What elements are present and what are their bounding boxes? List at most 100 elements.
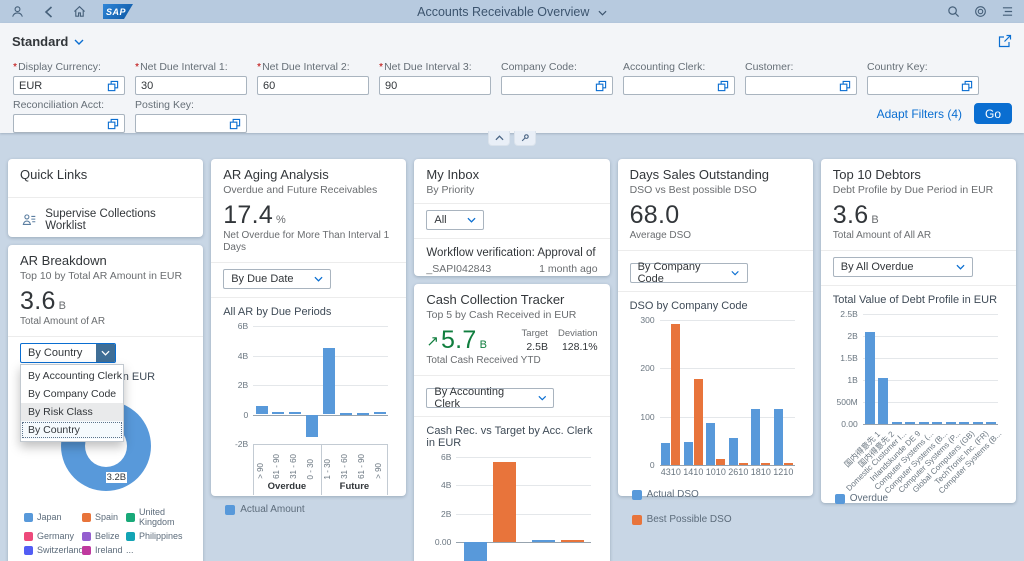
legend-item[interactable]: Best Possible DSO bbox=[632, 514, 732, 525]
inbox-item-age: 1 month ago bbox=[539, 263, 597, 275]
search-icon[interactable] bbox=[946, 5, 960, 19]
kpi-unit: B bbox=[480, 339, 487, 351]
bar[interactable] bbox=[932, 422, 942, 424]
bar[interactable] bbox=[946, 422, 956, 424]
bar[interactable] bbox=[878, 378, 888, 424]
filter-field-input[interactable]: 60 bbox=[257, 76, 369, 95]
bar[interactable] bbox=[774, 409, 783, 465]
view-by-value: By Country bbox=[28, 347, 82, 359]
legend-item[interactable]: Belize bbox=[82, 531, 126, 541]
legend-item[interactable]: Japan bbox=[24, 507, 82, 527]
y-tick-label: 4B bbox=[426, 480, 451, 490]
filter-field-input[interactable]: 90 bbox=[379, 76, 491, 95]
pin-filter-bar-button[interactable] bbox=[514, 131, 536, 146]
filter-field-input[interactable]: EUR bbox=[13, 76, 125, 95]
bar[interactable] bbox=[532, 540, 555, 542]
filter-field-input[interactable] bbox=[745, 76, 857, 95]
bar[interactable] bbox=[661, 443, 670, 465]
home-icon[interactable] bbox=[72, 5, 86, 19]
view-by-select[interactable]: By Country bbox=[20, 343, 116, 363]
bar[interactable] bbox=[973, 422, 983, 424]
bar[interactable] bbox=[561, 540, 584, 542]
view-by-select[interactable]: By Due Date bbox=[223, 269, 331, 289]
view-by-select[interactable]: By Accounting Clerk bbox=[426, 388, 554, 408]
bar[interactable] bbox=[761, 463, 770, 465]
legend-item[interactable]: Actual DSO bbox=[632, 489, 699, 500]
filter-field-input[interactable] bbox=[867, 76, 979, 95]
value-help-icon[interactable] bbox=[595, 80, 607, 92]
legend-item[interactable]: United Kingdom bbox=[126, 507, 191, 527]
filter-field-input[interactable] bbox=[501, 76, 613, 95]
bar[interactable] bbox=[959, 422, 969, 424]
overflow-menu-icon[interactable] bbox=[1000, 5, 1014, 19]
legend-swatch bbox=[24, 532, 33, 541]
bar[interactable] bbox=[684, 442, 693, 465]
go-button[interactable]: Go bbox=[974, 103, 1012, 124]
bar[interactable] bbox=[464, 542, 487, 561]
filter-field-input[interactable] bbox=[623, 76, 735, 95]
view-by-select[interactable]: By Company Code bbox=[630, 263, 748, 283]
bar[interactable] bbox=[289, 412, 301, 414]
filter-field-input[interactable]: 30 bbox=[135, 76, 247, 95]
share-icon[interactable] bbox=[998, 34, 1012, 53]
legend-item[interactable]: Philippines bbox=[126, 531, 191, 541]
value-help-icon[interactable] bbox=[839, 80, 851, 92]
user-avatar-icon[interactable] bbox=[10, 5, 24, 19]
value-help-icon[interactable] bbox=[107, 118, 119, 130]
dropdown-option[interactable]: By Company Code bbox=[21, 385, 123, 403]
legend-swatch bbox=[225, 505, 235, 515]
x-tick-label: 4310 bbox=[660, 467, 683, 477]
bar[interactable] bbox=[340, 413, 352, 415]
legend-item[interactable]: Actual Amount bbox=[225, 504, 304, 515]
copilot-icon[interactable] bbox=[973, 5, 987, 19]
bar[interactable] bbox=[671, 324, 680, 465]
legend-item[interactable]: Spain bbox=[82, 507, 126, 527]
value-help-icon[interactable] bbox=[229, 118, 241, 130]
bar[interactable] bbox=[905, 422, 915, 424]
legend-item[interactable]: Germany bbox=[24, 531, 82, 541]
dropdown-option[interactable]: By Risk Class bbox=[21, 403, 123, 421]
bar[interactable] bbox=[892, 422, 902, 424]
priority-filter-select[interactable]: All bbox=[426, 210, 484, 230]
legend-item[interactable]: ... bbox=[126, 545, 191, 555]
bar[interactable] bbox=[784, 463, 793, 465]
bar[interactable] bbox=[706, 423, 715, 465]
bar[interactable] bbox=[986, 422, 996, 424]
bar[interactable] bbox=[306, 415, 318, 437]
card-subtitle: Overdue and Future Receivables bbox=[223, 184, 394, 197]
filter-field-input[interactable] bbox=[13, 114, 125, 133]
adapt-filters-link[interactable]: Adapt Filters (4) bbox=[877, 107, 962, 121]
kpi-caption: Total Amount of All AR bbox=[833, 230, 1004, 242]
value-help-icon[interactable] bbox=[961, 80, 973, 92]
view-by-select[interactable]: By All Overdue bbox=[833, 257, 973, 277]
legend-item[interactable]: Switzerland bbox=[24, 545, 82, 555]
bar[interactable] bbox=[716, 459, 725, 465]
bar[interactable] bbox=[272, 412, 284, 414]
bar[interactable] bbox=[357, 413, 369, 415]
card-ar-aging: AR Aging Analysis Overdue and Future Rec… bbox=[211, 159, 406, 496]
bar[interactable] bbox=[694, 379, 703, 465]
sap-logo[interactable]: SAP bbox=[103, 4, 133, 19]
bar[interactable] bbox=[256, 406, 268, 415]
value-help-icon[interactable] bbox=[717, 80, 729, 92]
bar-chart-ar-aging: 6B4B2B0-2B> 9061 - 9031 - 600 - 301 - 30… bbox=[223, 326, 394, 495]
link-supervise-collections-worklist[interactable]: Supervise Collections Worklist bbox=[20, 198, 191, 236]
bar[interactable] bbox=[919, 422, 929, 424]
variant-selector[interactable]: Standard bbox=[12, 34, 84, 49]
inbox-list-item[interactable]: Workflow verification: Approval of reque… bbox=[426, 239, 597, 275]
collapse-filter-bar-button[interactable] bbox=[488, 131, 510, 146]
bar[interactable] bbox=[493, 462, 516, 542]
legend-item[interactable]: Ireland bbox=[82, 545, 126, 555]
bar[interactable] bbox=[374, 412, 386, 414]
value-help-icon[interactable] bbox=[107, 80, 119, 92]
back-icon[interactable] bbox=[41, 5, 55, 19]
kpi-value: 3.6 bbox=[833, 202, 869, 228]
bar[interactable] bbox=[739, 463, 748, 465]
bar[interactable] bbox=[751, 409, 760, 466]
filter-field-input[interactable] bbox=[135, 114, 247, 133]
bar[interactable] bbox=[323, 348, 335, 414]
bar[interactable] bbox=[729, 438, 738, 465]
dropdown-option[interactable]: By Country bbox=[21, 421, 123, 439]
dropdown-option[interactable]: By Accounting Clerk bbox=[21, 367, 123, 385]
bar[interactable] bbox=[865, 332, 875, 424]
